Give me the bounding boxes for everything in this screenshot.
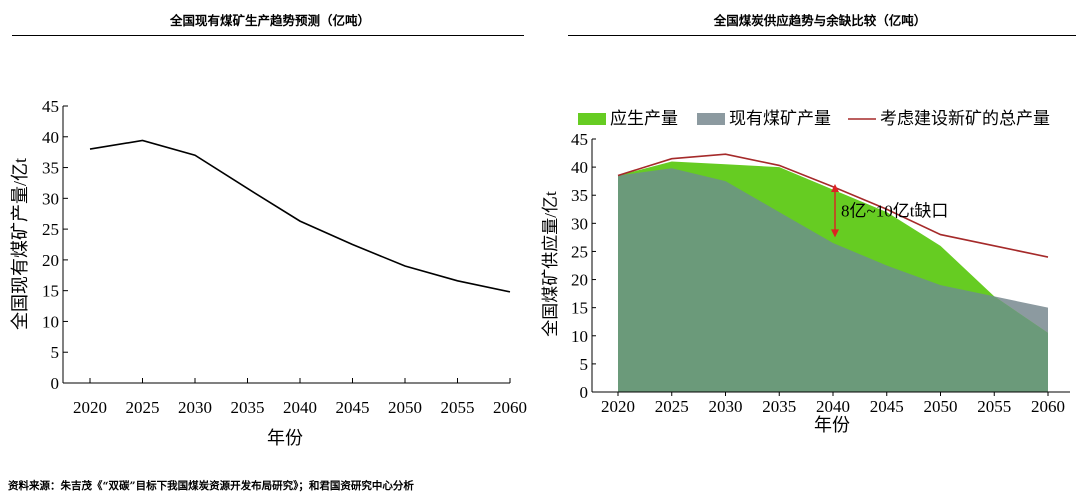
right-y-tick-label: 0 [580,383,589,402]
gap-annotation-label: 8亿~10亿t缺口 [841,202,948,221]
right-x-tick-label: 2025 [655,397,689,416]
legend-swatch-green [578,113,606,125]
right-y-tick-label: 10 [571,327,588,346]
legend-label-line: 考虑建设新矿的总产量 [880,109,1050,128]
right-x-tick-label: 2020 [601,397,635,416]
source-note: 资料来源：朱吉茂《“双碳”目标下我国煤炭资源开发布局研究》；和君国资研究中心分析 [8,480,414,492]
right-x-axis-label: 年份 [814,415,850,435]
right-total-line [617,153,1049,258]
right-x-tick-label: 2060 [1031,397,1065,416]
right-y-axis-label: 全国煤矿供应量/亿t [541,191,560,337]
left-y-tick-label: 25 [42,220,59,239]
left-y-tick-label: 40 [42,128,59,147]
left-y-tick-label: 20 [42,251,59,270]
left-x-tick-label: 2040 [283,398,317,417]
right-y-tick-label: 5 [580,355,589,374]
right-x-tick-label: 2045 [870,397,904,416]
left-x-tick-label: 2030 [178,398,212,417]
left-y-tick-label: 30 [42,189,59,208]
left-y-tick-label: 45 [42,97,59,116]
right-y-tick-label: 20 [571,271,588,290]
legend-swatch-gray [697,113,725,125]
left-y-tick-label: 0 [51,374,60,393]
left-x-tick-label: 2045 [336,398,370,417]
right-y-tick-label: 40 [571,158,588,177]
right-title-rule [568,35,1076,36]
right-x-tick-label: 2055 [977,397,1011,416]
left-series-line [89,139,511,293]
left-y-tick-label: 15 [42,282,59,301]
left-x-tick-label: 2025 [126,398,160,417]
right-x-tick-label: 2030 [709,397,743,416]
right-y-tick-label: 30 [571,214,588,233]
left-y-tick-label: 35 [42,159,59,178]
left-y-axis-label: 全国现有煤矿产量/亿t [10,158,30,330]
left-x-tick-label: 2035 [231,398,265,417]
right-y-tick-label: 45 [571,130,588,149]
right-x-tick-label: 2035 [762,397,796,416]
right-overlap-area [618,168,1048,392]
left-x-tick-label: 2060 [493,398,527,417]
legend-label-gray: 现有煤矿产量 [729,109,831,128]
left-chart-title: 全国现有煤矿生产趋势预测（亿吨） [169,13,370,28]
right-y-tick-label: 15 [571,299,588,318]
left-x-axis-label: 年份 [267,428,303,448]
right-x-tick-label: 2050 [924,397,958,416]
left-x-tick-label: 2055 [441,398,475,417]
right-y-tick-label: 35 [571,186,588,205]
left-y-tick-label: 5 [51,343,60,362]
right-x-tick-label: 2040 [816,397,850,416]
left-x-tick-label: 2020 [73,398,107,417]
left-x-tick-label: 2050 [388,398,422,417]
right-y-tick-label: 25 [571,242,588,261]
gap-arrow-head-top [831,183,839,192]
gap-arrow-head-bottom [831,229,839,238]
left-y-tick-label: 10 [42,312,59,331]
left-title-rule [12,35,524,36]
right-chart-title: 全国煤炭供应趋势与余缺比较（亿吨） [713,13,927,28]
legend-label-green: 应生产量 [610,109,678,128]
